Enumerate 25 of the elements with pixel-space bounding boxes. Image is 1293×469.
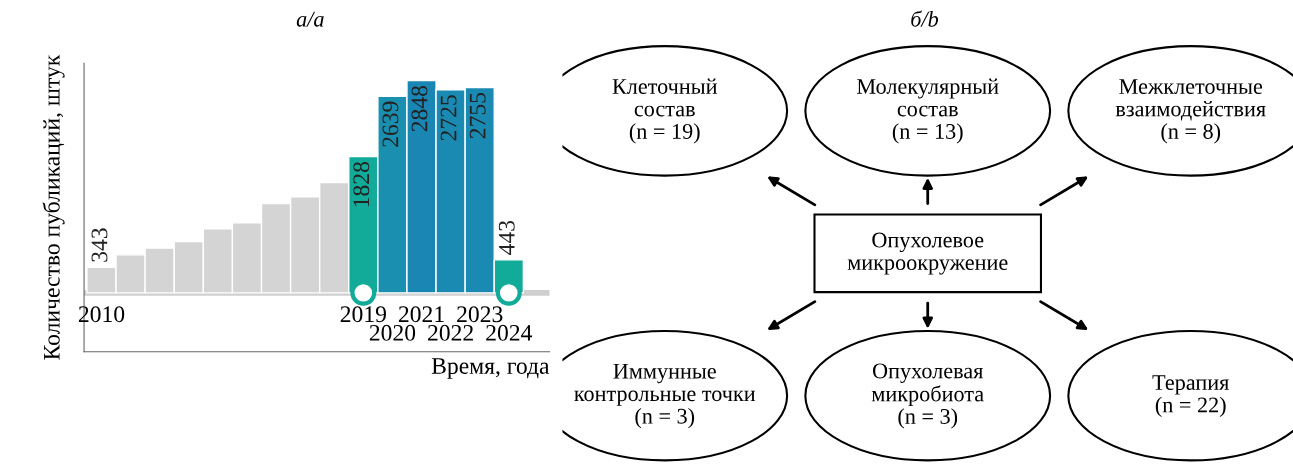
data-label: 2725: [440, 95, 457, 141]
text: Молекулярный состав (n = 13): [857, 78, 999, 144]
text: Иммунные контрольные точки (n = 3): [574, 363, 756, 429]
x-tick-label: 2021: [398, 306, 444, 323]
x-tick-label: 2022: [428, 324, 473, 341]
x-tick-label: 2020: [369, 324, 416, 341]
x-axis-title: Время, года: [431, 358, 550, 379]
chart-title: а/a: [296, 11, 324, 27]
text: Терапия (n = 22): [1152, 375, 1229, 417]
data-label: 2848: [411, 85, 428, 132]
text: Клеточный состав (n = 19): [612, 78, 718, 144]
x-tick-label: 2023: [457, 306, 503, 323]
y-axis-title: Количество публикаций, штук: [42, 54, 65, 360]
x-tick-label: 2010: [78, 306, 125, 323]
text: Опухолевая микробиота (n = 3): [871, 363, 984, 429]
data-label: 2755: [469, 92, 486, 139]
data-label: 343: [91, 228, 108, 262]
x-tick-label: 2019: [340, 306, 386, 323]
data-label: 443: [498, 220, 515, 255]
text: б/b: [911, 10, 939, 27]
x-tick-label: 2024: [486, 324, 533, 341]
data-label: 1828: [353, 162, 370, 207]
text: Опухолевое микроокружение: [847, 232, 1008, 275]
data-label: 2639: [382, 101, 399, 147]
text: Межклеточные взаимодействия (n = 8): [1115, 79, 1266, 144]
